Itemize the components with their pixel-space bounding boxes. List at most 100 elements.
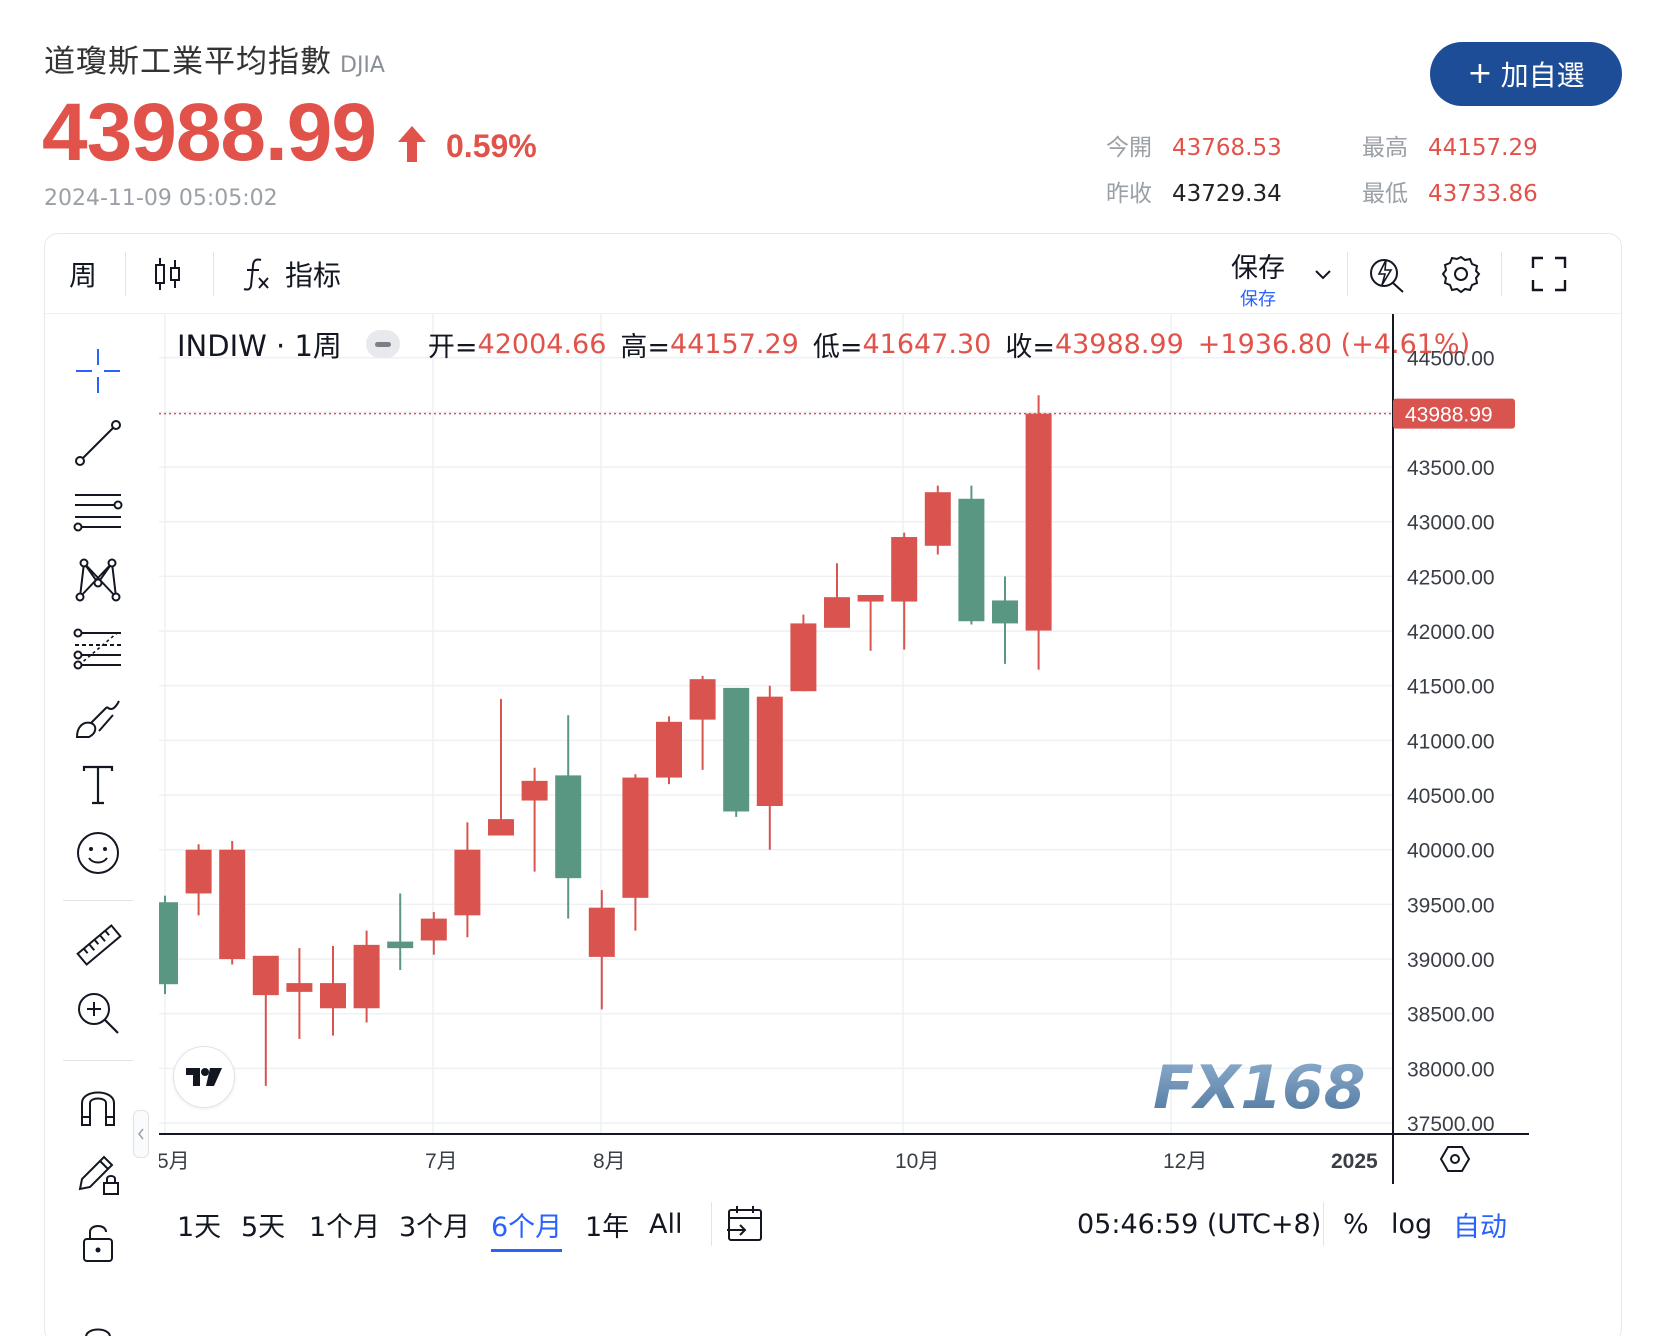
- lock-tool[interactable]: [73, 1218, 123, 1268]
- percent-scale-toggle[interactable]: %: [1343, 1208, 1369, 1240]
- fib-tool[interactable]: [73, 624, 123, 674]
- legend-open: 42004.66: [477, 328, 607, 360]
- candle-body: [756, 696, 783, 806]
- parallel-lines-tool[interactable]: [73, 486, 123, 536]
- measure-tool[interactable]: [73, 920, 123, 970]
- chart-type-button[interactable]: [153, 234, 183, 314]
- y-tick-label: 44500.00: [1407, 348, 1495, 371]
- candle-body: [454, 849, 481, 916]
- trend-line-icon: [75, 420, 121, 466]
- auto-scale-toggle[interactable]: 自动: [1453, 1211, 1507, 1243]
- candle-body: [891, 537, 918, 602]
- y-tick-label: 40000.00: [1407, 840, 1495, 863]
- pattern-icon: [75, 558, 121, 602]
- candle-body: [185, 849, 212, 894]
- range-3m[interactable]: 3个月: [399, 1211, 471, 1243]
- chart-toolbar: 周 指标 保存 保存: [45, 234, 1621, 314]
- legend-low: 41647.30: [862, 328, 992, 360]
- add-to-watchlist-button[interactable]: + 加自選: [1430, 42, 1622, 106]
- chevron-left-icon: [138, 1128, 144, 1140]
- legend-toggle-button[interactable]: [365, 330, 400, 358]
- y-tick-label: 42500.00: [1407, 566, 1495, 589]
- plus-icon: +: [1467, 56, 1493, 91]
- candle-body: [420, 918, 447, 941]
- sidebar-collapse-handle[interactable]: [133, 1110, 149, 1158]
- lock-drawing-tool[interactable]: [73, 1148, 123, 1198]
- legend-change: +1936.80 (+4.61%): [1197, 328, 1471, 360]
- range-6m[interactable]: 6个月: [491, 1184, 563, 1264]
- last-price-badge: [1393, 398, 1515, 429]
- x-tick-label: 8月: [593, 1150, 626, 1173]
- current-price: 43988.99: [42, 87, 377, 178]
- candle-body: [924, 492, 951, 546]
- y-tick-label: 41000.00: [1407, 730, 1495, 753]
- candle-body: [723, 687, 750, 812]
- text-tool[interactable]: [73, 760, 123, 810]
- more-tools[interactable]: [73, 1304, 123, 1336]
- candlestick-chart[interactable]: 44500.0044000.0043500.0043000.0042500.00…: [159, 314, 1529, 1244]
- ohlc-legend: INDIW · 1周 开= 42004.66 高= 44157.29 低= 41647…: [177, 324, 1484, 364]
- magnet-tool[interactable]: [73, 1080, 123, 1130]
- interval-selector[interactable]: 周: [69, 259, 98, 292]
- stat-open: 今開 43768.53: [1106, 135, 1282, 161]
- save-button[interactable]: 保存 保存: [1231, 253, 1285, 310]
- function-icon: [243, 258, 269, 291]
- stat-prev-close: 昨收 43729.34: [1106, 181, 1282, 207]
- legend-high: 44157.29: [670, 328, 799, 360]
- y-tick-label: 38500.00: [1407, 1004, 1495, 1027]
- quick-search-button[interactable]: [1367, 234, 1407, 314]
- candle-body: [353, 944, 380, 1009]
- x-tick-label: 5月: [159, 1150, 190, 1173]
- candle-body: [286, 983, 313, 992]
- y-tick-label: 39000.00: [1407, 949, 1495, 972]
- legend-close: 43988.99: [1054, 328, 1184, 360]
- range-1y[interactable]: 1年: [585, 1211, 630, 1243]
- magnet-icon: [81, 1091, 115, 1126]
- candle-body: [521, 780, 548, 801]
- text-icon: [82, 765, 114, 805]
- settings-button[interactable]: [1441, 234, 1481, 314]
- range-1d[interactable]: 1天: [177, 1211, 222, 1243]
- index-name: 道瓊斯工業平均指數: [44, 44, 332, 80]
- candle-body: [555, 775, 582, 879]
- emoji-tool[interactable]: [73, 828, 123, 878]
- x-tick-label: 12月: [1163, 1150, 1207, 1173]
- candle-body: [958, 498, 985, 622]
- indicators-label: 指标: [285, 259, 342, 292]
- x-tick-label: 2025: [1331, 1150, 1378, 1173]
- candle-body: [656, 721, 682, 778]
- y-tick-label: 41500.00: [1407, 676, 1495, 699]
- trend-line-tool[interactable]: [73, 418, 123, 468]
- crosshair-icon: [76, 349, 120, 393]
- indicators-button[interactable]: 指标: [241, 234, 341, 314]
- y-tick-label: 37500.00: [1407, 1113, 1495, 1136]
- candle-body: [622, 777, 649, 898]
- tv-logo-icon: [186, 1068, 222, 1086]
- candle-body: [252, 955, 279, 996]
- fibonacci-icon: [73, 628, 121, 670]
- brush-icon: [75, 700, 120, 738]
- goto-date-button[interactable]: [725, 1184, 765, 1264]
- index-symbol: DJIA: [340, 53, 385, 78]
- brush-tool[interactable]: [73, 694, 123, 744]
- range-1m[interactable]: 1个月: [309, 1211, 381, 1243]
- tradingview-logo[interactable]: [173, 1046, 235, 1108]
- legend-symbol[interactable]: INDIW · 1周: [177, 329, 342, 363]
- candle-body: [219, 849, 246, 960]
- drawing-toolbar: [45, 314, 155, 1336]
- fx168-watermark: FX168: [1153, 1053, 1366, 1118]
- zoom-tool[interactable]: [73, 988, 123, 1038]
- fullscreen-button[interactable]: [1531, 234, 1567, 314]
- range-5d[interactable]: 5天: [241, 1211, 286, 1243]
- pattern-tool[interactable]: [73, 554, 123, 604]
- range-bar: 1天 5天 1个月 3个月 6个月 1年 All 05:46:59 (UTC+8…: [159, 1184, 1621, 1264]
- axis-settings-icon: [1439, 1146, 1471, 1172]
- last-price-label: 43988.99: [1405, 404, 1493, 427]
- crosshair-tool[interactable]: [73, 346, 123, 396]
- candle-body: [790, 623, 817, 692]
- save-dropdown-button[interactable]: [1313, 234, 1333, 314]
- y-tick-label: 42000.00: [1407, 621, 1495, 644]
- log-scale-toggle[interactable]: log: [1391, 1208, 1433, 1240]
- timezone-clock[interactable]: 05:46:59 (UTC+8): [1077, 1208, 1322, 1240]
- range-all[interactable]: All: [649, 1208, 683, 1240]
